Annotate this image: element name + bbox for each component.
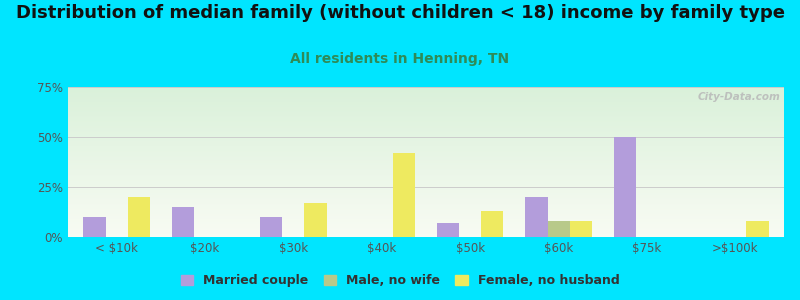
Legend: Married couple, Male, no wife, Female, no husband: Married couple, Male, no wife, Female, n… bbox=[176, 269, 624, 292]
Text: Distribution of median family (without children < 18) income by family type: Distribution of median family (without c… bbox=[15, 4, 785, 22]
Bar bbox=[526, 197, 547, 237]
Bar bbox=[83, 217, 106, 237]
Text: All residents in Henning, TN: All residents in Henning, TN bbox=[290, 52, 510, 67]
Bar bbox=[393, 153, 415, 237]
Bar bbox=[547, 221, 570, 237]
Bar bbox=[746, 221, 769, 237]
Bar bbox=[482, 211, 503, 237]
Bar bbox=[305, 203, 326, 237]
Bar bbox=[260, 217, 282, 237]
Bar bbox=[437, 223, 459, 237]
Bar bbox=[614, 137, 636, 237]
Bar bbox=[128, 197, 150, 237]
Bar bbox=[172, 207, 194, 237]
Text: City-Data.com: City-Data.com bbox=[698, 92, 781, 101]
Bar bbox=[570, 221, 592, 237]
